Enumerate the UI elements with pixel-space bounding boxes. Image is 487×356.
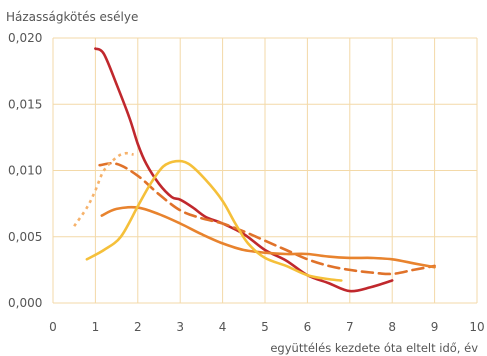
y-tick-labels: 0,000 0,005 0,010 0,015 0,020: [8, 31, 42, 310]
y-tick-label: 0,010: [8, 164, 42, 178]
x-tick-label: 10: [469, 320, 484, 334]
x-tick-label: 0: [49, 320, 57, 334]
series-line-5: [73, 151, 134, 227]
x-tick-label: 6: [304, 320, 312, 334]
x-tick-labels: 0 1 2 3 4 5 6 7 8 9 10: [49, 320, 484, 334]
series-line-4: [85, 159, 343, 282]
x-tick-label: 4: [219, 320, 227, 334]
series-line-2: [98, 162, 436, 276]
series-line-3: [100, 205, 436, 269]
x-tick-label: 7: [346, 320, 354, 334]
y-tick-label: 0,000: [8, 296, 42, 310]
y-tick-label: 0,020: [8, 31, 42, 45]
x-tick-label: 8: [388, 320, 396, 334]
y-axis-label: Házasságkötés esélye: [6, 10, 138, 24]
x-tick-label: 2: [134, 320, 142, 334]
x-tick-label: 3: [176, 320, 184, 334]
y-tick-label: 0,005: [8, 230, 42, 244]
grid-lines: [52, 37, 478, 304]
x-tick-label: 5: [261, 320, 269, 334]
y-tick-label: 0,015: [8, 97, 42, 111]
x-tick-label: 9: [431, 320, 439, 334]
series-lines: [73, 47, 436, 293]
series-line-1: [94, 47, 394, 293]
x-axis-label: együttélés kezdete óta eltelt idő, év: [270, 341, 478, 355]
x-tick-label: 1: [92, 320, 100, 334]
